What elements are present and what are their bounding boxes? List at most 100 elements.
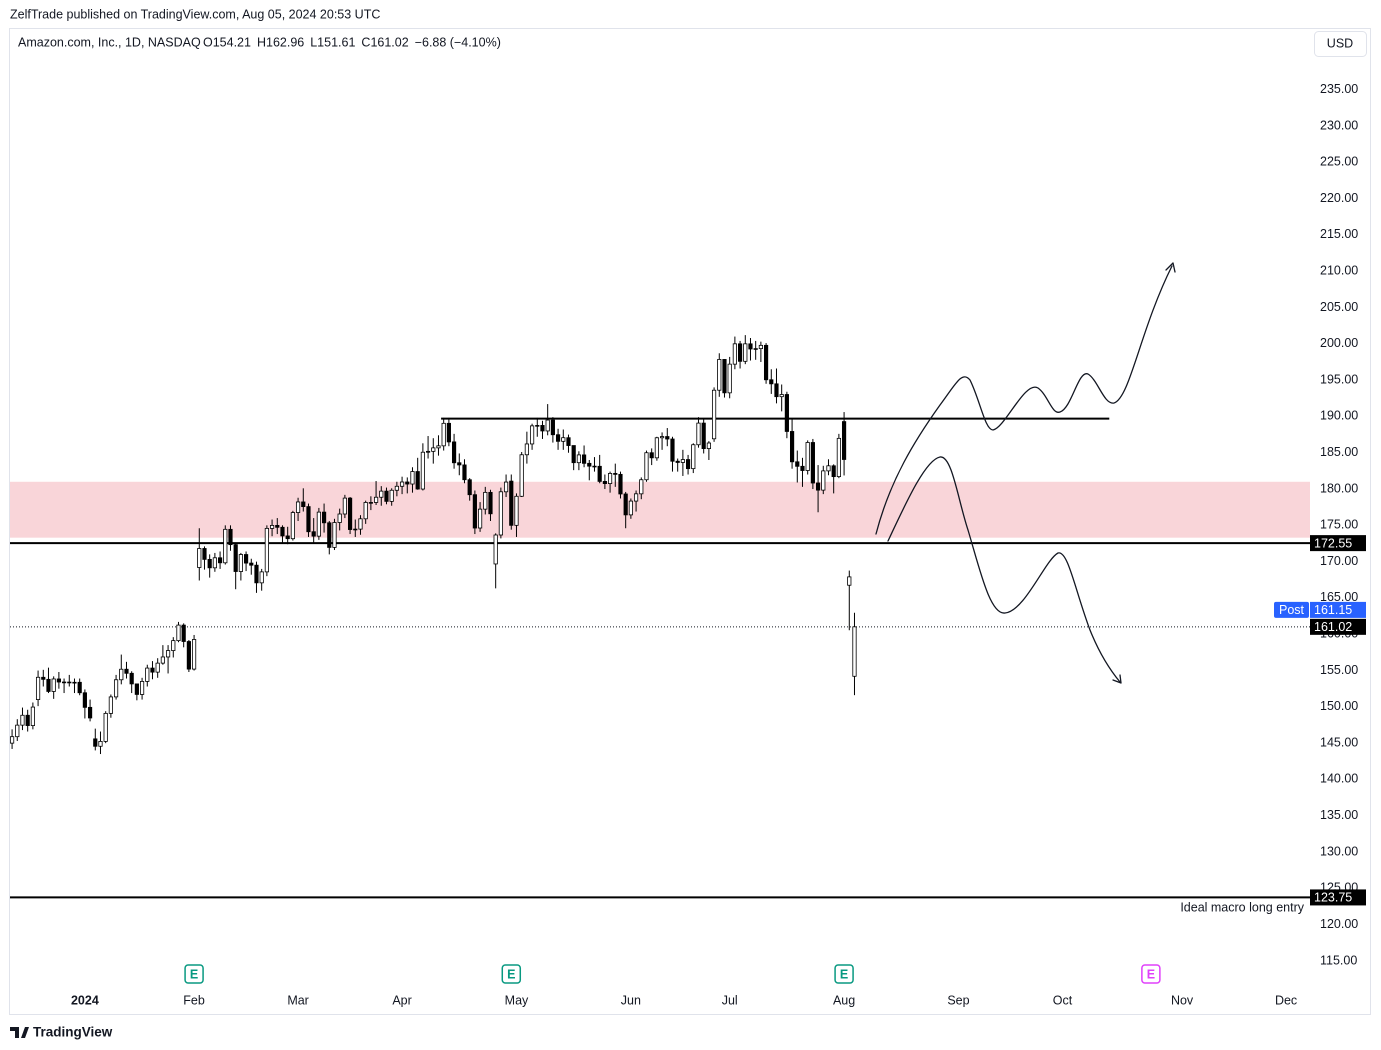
- candle-up: [290, 512, 295, 540]
- candle-up: [176, 624, 181, 642]
- candle-down: [571, 445, 576, 464]
- candle-down: [217, 557, 223, 564]
- level-tag: 172.55: [1314, 536, 1352, 550]
- candle-up: [337, 513, 342, 523]
- candle-up: [72, 681, 77, 684]
- candle-up: [113, 679, 119, 698]
- candle-down: [488, 491, 493, 515]
- candle-down: [405, 481, 410, 485]
- post-price-tag: 161.15: [1314, 603, 1352, 617]
- candle-down: [618, 473, 623, 495]
- candle-up: [644, 452, 649, 481]
- candle-up: [732, 343, 737, 365]
- x-tick-label: Jul: [722, 993, 738, 1007]
- candle-down: [597, 465, 602, 482]
- x-tick-label: Sep: [947, 993, 969, 1007]
- tradingview-logo: TradingView: [10, 1025, 113, 1040]
- candle-down: [748, 343, 753, 350]
- candle-down: [321, 511, 327, 524]
- candle-down: [25, 714, 30, 726]
- candle-up: [264, 527, 269, 573]
- y-tick-label: 150.00: [1320, 699, 1358, 713]
- supply-zone: [10, 481, 1310, 538]
- candle-up: [821, 470, 826, 491]
- candle-down: [451, 441, 457, 464]
- candle-down: [243, 554, 249, 564]
- plot-area: 115.00120.00125.00130.00135.00140.00145.…: [9, 82, 1366, 1007]
- y-tick-label: 180.00: [1320, 481, 1358, 495]
- earnings-badge: [501, 964, 522, 984]
- candle-up: [420, 451, 425, 490]
- candle-down: [67, 681, 72, 684]
- candle-up: [696, 422, 701, 446]
- y-tick-label: 130.00: [1320, 844, 1358, 858]
- candle-up: [779, 394, 784, 398]
- candle-up: [498, 491, 503, 536]
- candle-up: [51, 678, 56, 692]
- candle-up: [139, 681, 145, 695]
- candle-down: [249, 562, 254, 566]
- candle-down: [581, 454, 587, 464]
- x-tick-label: Mar: [287, 993, 309, 1007]
- candle-up: [394, 485, 399, 491]
- y-tick-label: 200.00: [1320, 336, 1358, 350]
- candle-up: [171, 640, 176, 651]
- candle-down: [301, 501, 306, 508]
- candle-up: [727, 363, 732, 394]
- candle-down: [87, 706, 93, 719]
- earnings-badge: [834, 964, 854, 984]
- y-tick-label: 210.00: [1320, 264, 1358, 278]
- y-tick-label: 165.00: [1320, 590, 1358, 604]
- candle-up: [836, 437, 841, 478]
- candle-down: [254, 564, 259, 584]
- candle-up: [561, 437, 566, 442]
- candle-up: [576, 454, 581, 464]
- level-tag-bg: [1310, 535, 1366, 552]
- candle-up: [431, 447, 436, 452]
- candle-up: [483, 491, 488, 510]
- candle-up: [628, 500, 633, 516]
- candle-up: [639, 479, 644, 495]
- y-tick-label: 170.00: [1320, 554, 1358, 568]
- candle-up: [373, 496, 379, 503]
- candle-down: [685, 459, 691, 470]
- currency-label[interactable]: USD: [1327, 36, 1353, 50]
- candle-down: [415, 471, 420, 490]
- candle-up: [711, 389, 717, 440]
- candle-down: [675, 460, 680, 463]
- candle-down: [613, 473, 618, 475]
- candle-down: [457, 462, 462, 466]
- candle-down: [150, 667, 155, 673]
- x-tick-label: Jun: [621, 993, 641, 1007]
- candle-down: [769, 379, 774, 385]
- candle-up: [545, 419, 550, 432]
- candle-down: [810, 442, 815, 484]
- candle-down: [540, 425, 545, 432]
- x-tick-label: Aug: [833, 993, 855, 1007]
- candle-down: [670, 438, 675, 462]
- ohlc-value: H162.96: [257, 35, 304, 49]
- candle-up: [691, 444, 696, 470]
- currency-button[interactable]: [1314, 31, 1367, 57]
- candle-down: [467, 479, 472, 496]
- candle-up: [358, 518, 363, 530]
- candle-down: [784, 394, 789, 432]
- candle-up: [519, 454, 524, 497]
- candle-down: [306, 506, 311, 533]
- candle-down: [701, 422, 706, 449]
- candle-up: [269, 525, 275, 529]
- last-price-tag: 161.02: [1314, 620, 1352, 634]
- candle-up: [535, 425, 540, 427]
- candle-down: [737, 343, 743, 362]
- candle-down: [602, 481, 607, 484]
- candle-up: [108, 696, 113, 714]
- chart-frame: [9, 28, 1371, 1015]
- arrow-head: [1165, 262, 1176, 273]
- candle-up: [389, 489, 394, 502]
- candle-up: [295, 501, 301, 513]
- ohlc-legend: O154.21 H162.96 L151.61 C161.02 −6.88 (−4.10…: [203, 35, 501, 49]
- y-tick-label: 175.00: [1320, 518, 1358, 532]
- candle-down: [327, 522, 332, 548]
- candle-down: [82, 692, 87, 708]
